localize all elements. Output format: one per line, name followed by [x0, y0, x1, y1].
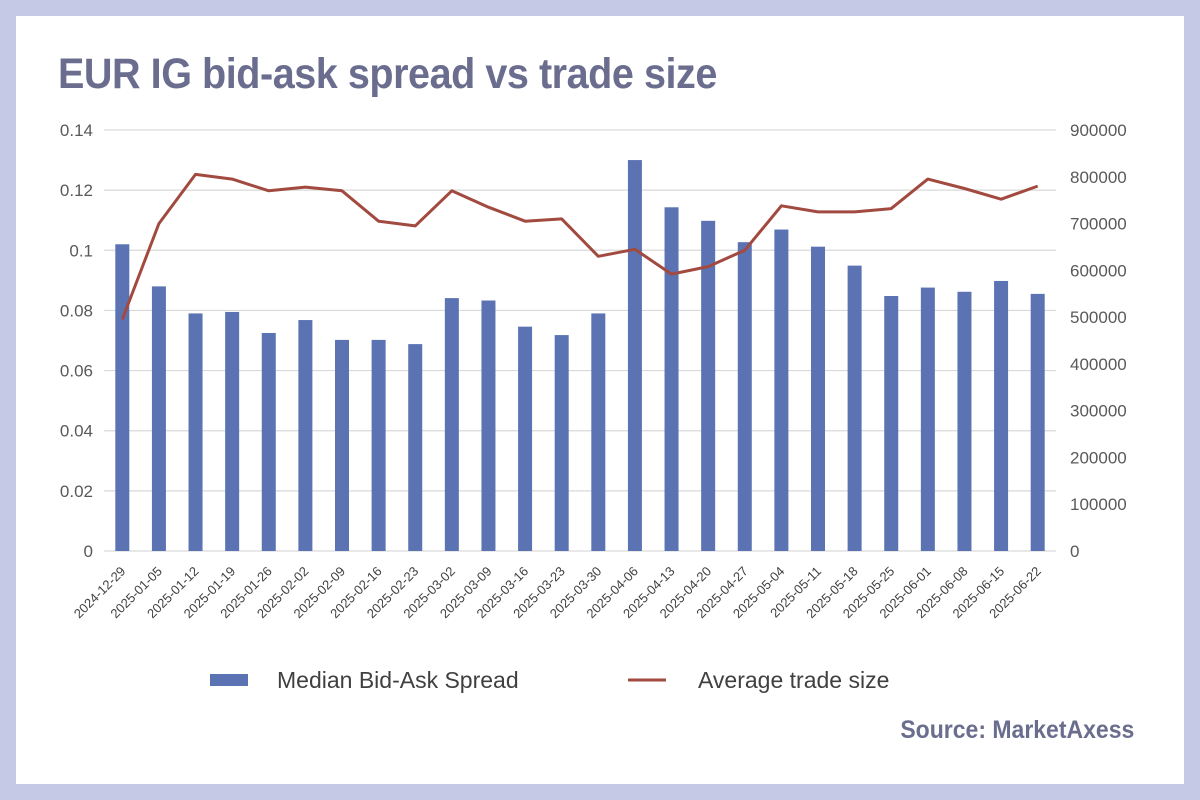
bar-series [115, 160, 1045, 552]
bar [920, 287, 935, 551]
left-tick-label: 0.08 [60, 301, 93, 320]
bar [225, 311, 240, 551]
chart-title: EUR IG bid-ask spread vs trade size [58, 50, 717, 98]
right-tick-label: 500000 [1070, 308, 1127, 327]
right-tick-label: 0 [1070, 542, 1079, 561]
left-tick-label: 0.14 [60, 121, 93, 140]
bar [188, 313, 203, 551]
bar [994, 280, 1009, 551]
bar [554, 335, 569, 551]
source-note: Source: MarketAxess [900, 716, 1134, 744]
right-tick-label: 700000 [1070, 215, 1127, 234]
right-tick-label: 200000 [1070, 448, 1127, 467]
right-tick-label: 600000 [1070, 261, 1127, 280]
bar [737, 242, 752, 551]
right-tick-label: 900000 [1070, 121, 1127, 140]
right-tick-label: 800000 [1070, 168, 1127, 187]
bar [847, 265, 862, 551]
bar [261, 332, 276, 551]
legend-label-bar: Median Bid-Ask Spread [277, 667, 519, 693]
legend: Median Bid-Ask Spread Average trade size [210, 667, 889, 693]
right-tick-label: 400000 [1070, 355, 1127, 374]
bar [115, 244, 130, 551]
bar [884, 295, 899, 551]
bar [518, 326, 533, 551]
bar [627, 160, 642, 552]
left-tick-label: 0.1 [69, 241, 93, 260]
x-axis-ticks: 2024-12-292025-01-052025-01-122025-01-19… [71, 564, 1044, 622]
bar [957, 291, 972, 551]
line-series [120, 172, 1039, 320]
bar [335, 339, 349, 551]
gridlines [104, 129, 1056, 552]
left-tick-label: 0.12 [60, 181, 93, 200]
bar [151, 286, 166, 551]
bar [481, 300, 496, 551]
right-tick-label: 100000 [1070, 495, 1127, 514]
right-tick-label: 300000 [1070, 402, 1127, 421]
bar [444, 298, 459, 551]
left-tick-label: 0 [84, 542, 93, 561]
legend-swatch-bar [210, 674, 248, 686]
left-axis-ticks: 0 0.02 0.04 0.06 0.08 0.1 0.12 0.14 [60, 121, 93, 561]
bar [774, 229, 789, 551]
bar [371, 339, 386, 551]
bar [1030, 293, 1045, 551]
bar [811, 246, 825, 552]
trade-size-line [120, 172, 1039, 320]
bar [408, 344, 423, 551]
left-tick-label: 0.06 [60, 362, 93, 381]
left-tick-label: 0.02 [60, 482, 93, 501]
bar [298, 320, 313, 551]
bar [664, 207, 679, 551]
bar [591, 313, 606, 551]
left-tick-label: 0.04 [60, 422, 93, 441]
bar [701, 220, 716, 551]
legend-label-line: Average trade size [698, 667, 889, 693]
right-axis-ticks: 0 100000 200000 300000 400000 500000 600000 700… [1070, 121, 1127, 561]
